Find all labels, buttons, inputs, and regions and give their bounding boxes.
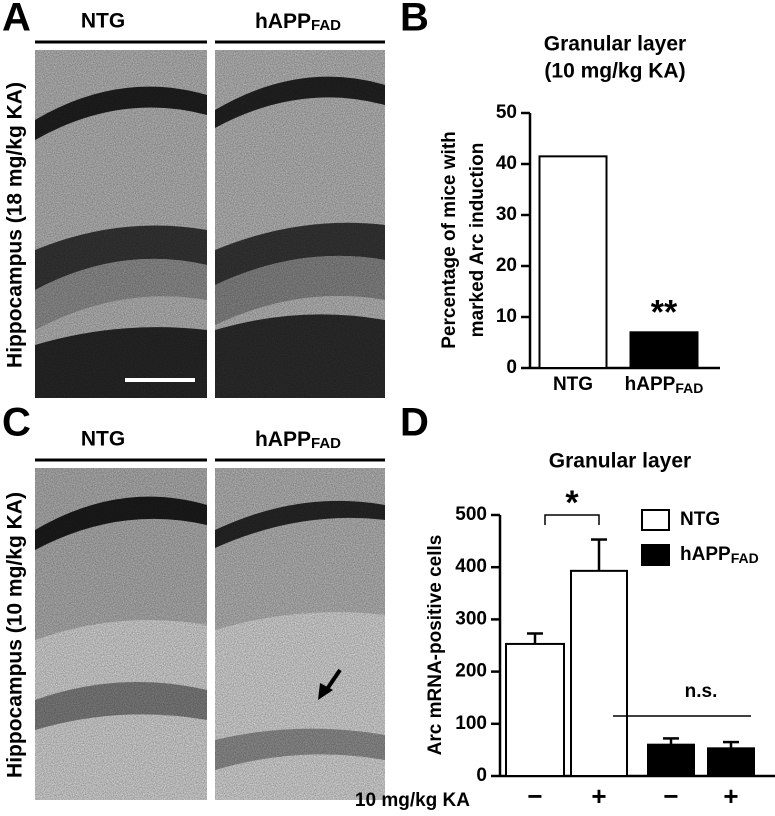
- panel-label: B: [400, 0, 429, 40]
- x-tick-label: +: [723, 781, 738, 811]
- y-tick-label: 0: [506, 357, 517, 378]
- legend-label: NTG: [680, 509, 720, 530]
- y-tick-label: 100: [455, 713, 487, 734]
- y-axis-label: marked Arc induction: [467, 143, 488, 338]
- y-tick-label: 400: [455, 556, 487, 577]
- x-row-label: 10 mg/kg KA: [355, 790, 470, 811]
- y-tick-label: 10: [496, 306, 517, 327]
- y-tick-label: 500: [455, 504, 487, 525]
- x-tick-label: NTG: [553, 374, 593, 395]
- bar: [647, 743, 695, 777]
- micrograph-a-ntg: [35, 50, 207, 398]
- row-label: Hippocampus (18 mg/kg KA): [4, 82, 27, 368]
- micrograph-a-happ: [215, 50, 385, 398]
- annotation: *: [565, 484, 579, 522]
- chart-title: Granular layer: [549, 450, 691, 473]
- y-tick-label: 0: [476, 765, 487, 786]
- bar: [629, 331, 699, 369]
- text-subscript: FAD: [675, 380, 703, 396]
- y-axis-label: Arc mRNA-positive cells: [425, 535, 446, 756]
- text-main: hAPP: [680, 544, 731, 565]
- y-tick-label: 50: [496, 102, 517, 123]
- y-tick-label: 200: [455, 661, 487, 682]
- y-tick-label: 300: [455, 608, 487, 629]
- significance-bracket: [544, 514, 600, 525]
- row-label: Hippocampus (10 mg/kg KA): [4, 492, 27, 778]
- bar: [505, 642, 565, 778]
- bar: [707, 747, 755, 777]
- text-main: hAPP: [625, 374, 676, 395]
- bar: [538, 155, 608, 369]
- column-header: NTG: [81, 428, 125, 451]
- chart-title: Granular layer: [544, 33, 686, 56]
- x-tick-label: hAPPFAD: [625, 374, 704, 396]
- annotation: **: [651, 293, 678, 331]
- y-axis-label: Percentage of mice with: [439, 131, 460, 349]
- text-subscript: FAD: [731, 550, 759, 566]
- y-tick-label: 30: [496, 204, 517, 225]
- legend-swatch: [641, 509, 670, 531]
- legend-swatch: [641, 544, 670, 566]
- x-tick-label: −: [527, 781, 542, 811]
- y-tick-label: 20: [496, 255, 517, 276]
- bar: [570, 569, 628, 777]
- y-tick-label: 40: [496, 153, 517, 174]
- text-main: NTG: [680, 509, 720, 530]
- panel-label: D: [400, 401, 429, 445]
- x-tick-label: +: [591, 781, 606, 811]
- text-main: NTG: [553, 374, 593, 395]
- column-header: hAPPFAD: [255, 10, 341, 34]
- x-tick-label: −: [663, 781, 678, 811]
- column-header: NTG: [81, 10, 125, 33]
- chart-title: (10 mg/kg KA): [544, 60, 685, 83]
- micrograph-c-ntg: [35, 468, 207, 800]
- annotation: n.s.: [685, 681, 718, 702]
- panel-label: A: [2, 0, 31, 40]
- column-header: hAPPFAD: [255, 428, 341, 452]
- panel-label: C: [2, 401, 31, 445]
- micrograph-c-happ: [215, 468, 385, 800]
- legend-label: hAPPFAD: [680, 544, 759, 566]
